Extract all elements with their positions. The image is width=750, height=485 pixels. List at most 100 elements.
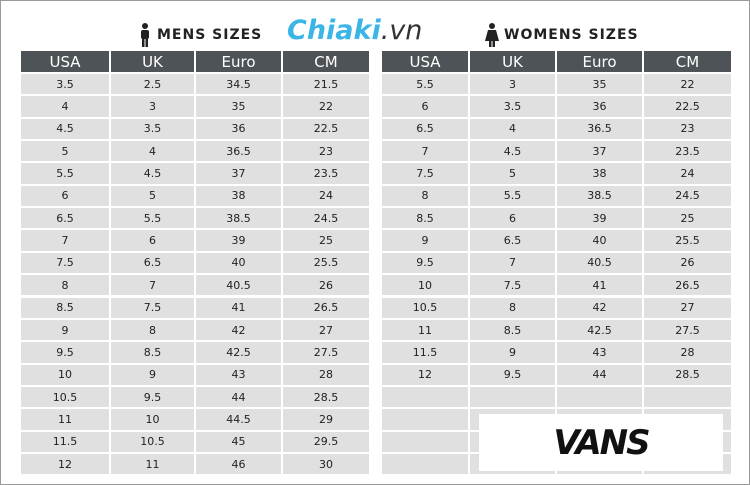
table-cell: 22.5 — [283, 118, 369, 140]
table-cell: 10 — [111, 409, 194, 430]
table-cell: 9.5 — [21, 342, 109, 363]
table-cell: 35 — [196, 96, 281, 117]
table-cell: 36.5 — [557, 118, 642, 140]
table-cell: 44 — [557, 364, 642, 385]
table-cell: 4 — [470, 118, 555, 140]
table-cell: 7 — [382, 141, 468, 162]
table-cell: 3.5 — [470, 96, 555, 117]
table-cell: 24.5 — [283, 208, 369, 229]
table-cell: 36 — [557, 96, 642, 117]
table-cell: 6 — [111, 230, 194, 251]
table-cell: 8.5 — [21, 297, 109, 318]
table-cell: 12 — [21, 453, 109, 475]
table-cell: 6.5 — [21, 208, 109, 229]
table-cell: 42 — [557, 297, 642, 318]
logo-main: Chiaki — [287, 15, 381, 46]
column-header: USA — [21, 51, 109, 72]
table-cell: 9 — [470, 342, 555, 363]
table-cell: 4.5 — [470, 141, 555, 162]
table-cell: 39 — [196, 230, 281, 251]
table-cell: 40 — [557, 230, 642, 251]
table-cell: 10 — [382, 275, 468, 296]
table-cell: 6.5 — [382, 118, 468, 140]
column-header: CM — [644, 51, 731, 72]
table-cell: 38 — [557, 163, 642, 184]
table-cell: 4.5 — [21, 118, 109, 140]
table-cell: 9 — [382, 230, 468, 251]
table-cell: 7 — [21, 230, 109, 251]
table-cell: 26.5 — [644, 275, 731, 296]
table-cell — [382, 431, 468, 452]
table-cell: 27 — [283, 319, 369, 341]
table-cell — [557, 386, 642, 408]
table-cell — [470, 386, 555, 408]
table-cell: 11.5 — [21, 431, 109, 452]
table-cell: 36.5 — [196, 141, 281, 162]
table-cell: 6.5 — [470, 230, 555, 251]
table-cell: 23 — [644, 118, 731, 140]
table-cell: 4 — [21, 96, 109, 117]
table-cell: 11 — [21, 409, 109, 430]
table-cell: 21.5 — [283, 74, 369, 95]
column-header: Euro — [196, 51, 281, 72]
table-cell: 39 — [557, 208, 642, 229]
table-cell: 7.5 — [21, 252, 109, 274]
table-cell: 3 — [111, 96, 194, 117]
table-cell: 38.5 — [557, 185, 642, 207]
table-cell: 7.5 — [470, 275, 555, 296]
table-cell: 7 — [470, 252, 555, 274]
table-cell: 24.5 — [644, 185, 731, 207]
table-cell: 6.5 — [111, 252, 194, 274]
table-cell: 37 — [196, 163, 281, 184]
table-cell: 8 — [470, 297, 555, 318]
man-icon — [141, 23, 149, 47]
table-cell: 5 — [111, 185, 194, 207]
table-cell: 45 — [196, 431, 281, 452]
table-cell: 4 — [111, 141, 194, 162]
brand-logo: VANS — [479, 414, 723, 471]
table-cell: 24 — [283, 185, 369, 207]
table-cell: 40.5 — [196, 275, 281, 296]
table-cell: 5 — [21, 141, 109, 162]
table-cell: 8 — [21, 275, 109, 296]
table-cell: 22.5 — [644, 96, 731, 117]
table-cell: 38 — [196, 185, 281, 207]
table-cell: 38.5 — [196, 208, 281, 229]
column-header: Euro — [557, 51, 642, 72]
table-cell: 11 — [382, 319, 468, 341]
table-cell: 26 — [283, 275, 369, 296]
table-cell: 10.5 — [382, 297, 468, 318]
table-cell: 5 — [470, 163, 555, 184]
table-cell: 4.5 — [111, 163, 194, 184]
table-cell: 36 — [196, 118, 281, 140]
table-cell: 37 — [557, 141, 642, 162]
table-cell: 30 — [283, 453, 369, 475]
table-cell: 9.5 — [111, 386, 194, 408]
table-cell: 8 — [382, 185, 468, 207]
column-header: CM — [283, 51, 369, 72]
table-cell: 9.5 — [470, 364, 555, 385]
table-cell: 27 — [644, 297, 731, 318]
table-cell: 25.5 — [644, 230, 731, 251]
table-cell: 40 — [196, 252, 281, 274]
table-cell: 29.5 — [283, 431, 369, 452]
table-cell: 8.5 — [470, 319, 555, 341]
table-cell: 29 — [283, 409, 369, 430]
table-cell: 7 — [111, 275, 194, 296]
table-cell: 22 — [644, 74, 731, 95]
table-cell: 7.5 — [111, 297, 194, 318]
table-cell: 3.5 — [21, 74, 109, 95]
woman-icon — [485, 23, 499, 47]
table-cell: 42.5 — [196, 342, 281, 363]
table-cell: 46 — [196, 453, 281, 475]
table-cell: 11 — [111, 453, 194, 475]
table-cell: 5.5 — [470, 185, 555, 207]
table-cell: 44 — [196, 386, 281, 408]
table-cell: 9 — [21, 319, 109, 341]
table-cell — [644, 386, 731, 408]
table-cell: 8.5 — [382, 208, 468, 229]
womens-title: WOMENS SIZES — [504, 27, 639, 43]
table-cell: 24 — [644, 163, 731, 184]
table-cell: 42 — [196, 319, 281, 341]
